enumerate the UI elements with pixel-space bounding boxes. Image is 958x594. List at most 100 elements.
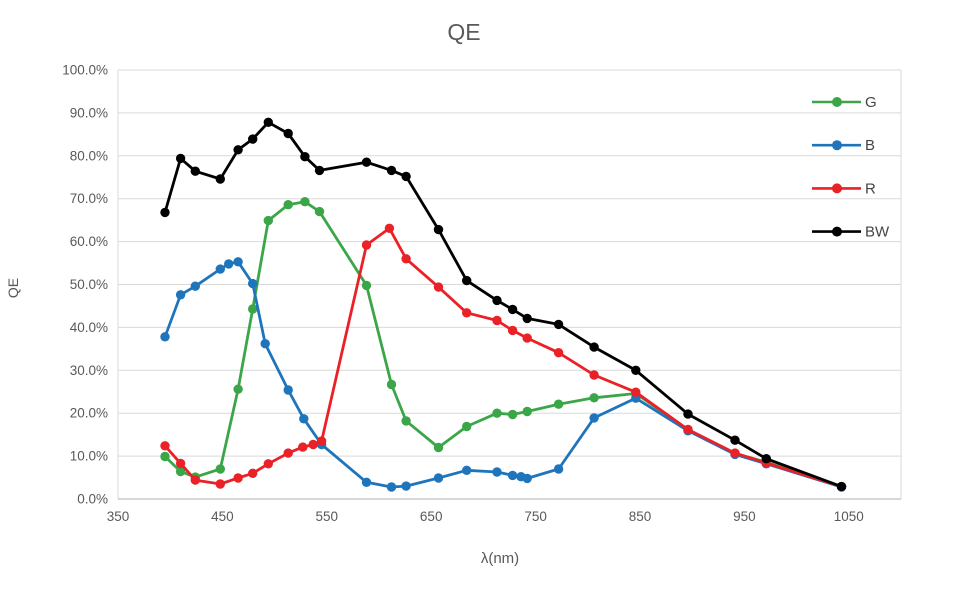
data-marker-R	[160, 441, 170, 451]
data-marker-B	[492, 467, 502, 477]
data-marker-G	[492, 408, 502, 418]
data-marker-BW	[283, 128, 293, 139]
x-tick-label: 750	[524, 509, 547, 524]
data-marker-G	[553, 399, 564, 409]
y-tick-label: 10.0%	[70, 449, 108, 464]
data-marker-R	[492, 315, 502, 326]
data-marker-B	[233, 257, 243, 267]
legend-marker-sample	[832, 183, 842, 194]
data-marker-G	[361, 280, 372, 291]
data-marker-R	[248, 468, 258, 478]
data-marker-B	[386, 482, 397, 492]
legend-item-G: G	[812, 94, 877, 111]
legend-item-R: R	[812, 180, 876, 197]
data-marker-B	[522, 473, 532, 484]
data-marker-G	[175, 466, 186, 477]
data-marker-B	[283, 385, 293, 395]
data-marker-G	[522, 406, 532, 417]
y-tick-label: 90.0%	[70, 105, 108, 120]
y-tick-label: 0.0%	[77, 492, 108, 507]
y-tick-label: 70.0%	[70, 191, 108, 206]
data-marker-R	[283, 448, 293, 458]
data-marker-G	[248, 304, 258, 314]
data-marker-G	[507, 409, 518, 420]
x-tick-label: 950	[733, 509, 756, 524]
y-tick-label: 30.0%	[70, 363, 108, 378]
y-tick-label: 80.0%	[70, 148, 108, 163]
series-R	[160, 223, 847, 492]
data-marker-R	[631, 387, 641, 397]
data-marker-BW	[507, 304, 518, 315]
data-marker-BW	[175, 153, 186, 164]
data-marker-R	[298, 442, 308, 452]
data-marker-G	[462, 421, 472, 432]
data-marker-R	[308, 439, 318, 450]
data-marker-BW	[522, 313, 532, 324]
data-marker-R	[589, 370, 599, 380]
legend-label: R	[865, 180, 876, 197]
data-marker-R	[361, 240, 372, 250]
data-marker-BW	[190, 166, 200, 176]
data-marker-G	[160, 451, 170, 462]
data-marker-BW	[215, 174, 225, 184]
data-marker-R	[215, 479, 225, 489]
legend-marker-sample	[832, 140, 842, 151]
legend: G B R BW	[812, 94, 890, 241]
data-marker-R	[730, 448, 740, 458]
y-tick-label: 50.0%	[70, 277, 108, 292]
x-tick-label: 550	[316, 509, 339, 524]
data-marker-G	[386, 379, 397, 390]
data-marker-BW	[314, 165, 325, 176]
series-line-R	[163, 226, 843, 489]
data-marker-B	[175, 290, 186, 300]
data-marker-R	[553, 348, 564, 358]
data-marker-BW	[761, 454, 771, 464]
series-line-B	[163, 260, 843, 489]
data-marker-B	[401, 481, 411, 491]
x-axis-title: λ(nm)	[481, 550, 519, 567]
data-marker-R	[316, 436, 327, 446]
data-marker-BW	[401, 171, 411, 182]
grid-layer	[117, 69, 902, 500]
data-marker-G	[283, 200, 293, 210]
data-marker-BW	[263, 117, 273, 128]
data-marker-B	[260, 339, 270, 349]
legend-item-BW: BW	[812, 224, 890, 241]
data-marker-R	[462, 308, 472, 318]
series-line-BW	[163, 120, 843, 489]
series-layer	[160, 117, 847, 492]
data-marker-G	[314, 206, 325, 217]
legend-label: B	[865, 137, 875, 154]
data-marker-BW	[433, 224, 444, 235]
data-marker-B	[589, 413, 599, 423]
data-marker-B	[507, 470, 518, 481]
y-tick-label: 20.0%	[70, 406, 108, 421]
chart-title: QE	[447, 19, 480, 45]
legend-marker-sample	[832, 97, 842, 107]
data-marker-R	[401, 254, 411, 264]
data-marker-G	[433, 442, 444, 453]
data-marker-B	[215, 264, 225, 274]
data-marker-B	[462, 465, 472, 475]
data-marker-R	[683, 424, 693, 435]
x-tick-label: 650	[420, 509, 443, 524]
data-marker-R	[190, 475, 200, 485]
data-marker-R	[433, 282, 444, 292]
data-marker-BW	[589, 342, 599, 352]
legend-label: G	[865, 94, 877, 111]
data-marker-G	[263, 215, 273, 226]
data-marker-BW	[683, 409, 693, 419]
x-tick-label: 350	[107, 509, 130, 524]
data-marker-B	[248, 278, 258, 289]
data-marker-G	[401, 416, 411, 426]
data-marker-B	[553, 464, 564, 474]
data-marker-BW	[300, 152, 310, 162]
y-tick-label: 60.0%	[70, 234, 108, 249]
data-marker-R	[263, 459, 273, 469]
x-tick-label: 1050	[834, 509, 864, 524]
data-marker-BW	[160, 207, 170, 218]
data-marker-G	[589, 393, 599, 403]
data-marker-R	[233, 473, 243, 483]
data-marker-R	[522, 333, 532, 343]
